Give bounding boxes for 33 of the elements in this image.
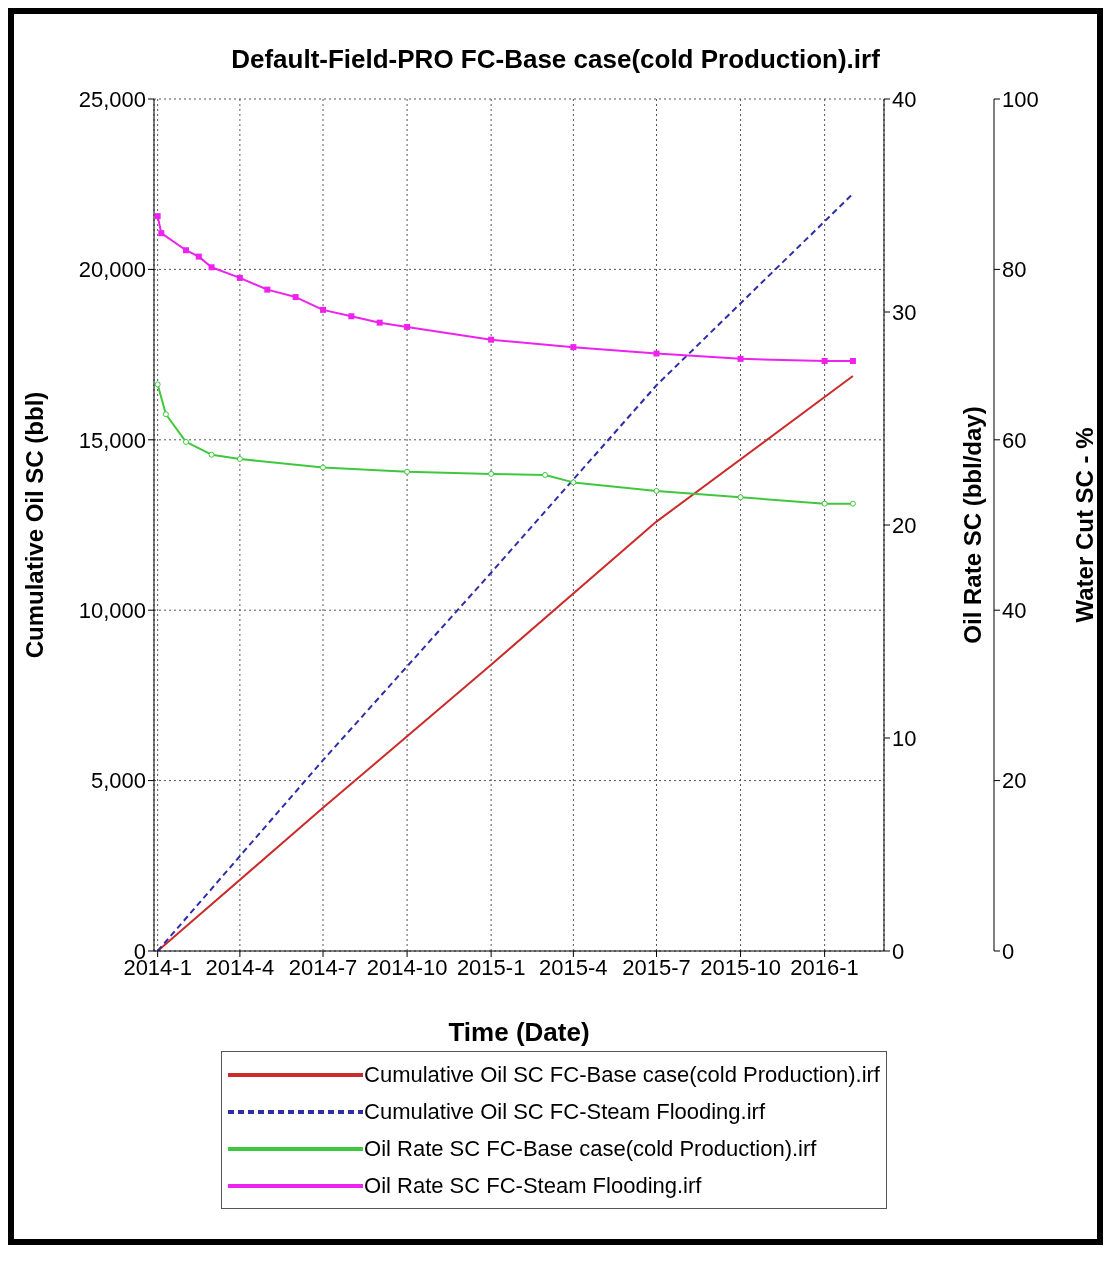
y3-tick-label: 0	[1002, 938, 1015, 964]
y-tick-label: 10,000	[78, 598, 146, 624]
legend-label: Oil Rate SC FC-Steam Flooding.irf	[364, 1172, 702, 1199]
y3-axis-title: Water Cut SC - %	[1070, 427, 1098, 623]
y2-tick-label: 40	[892, 86, 917, 112]
x-tick-label: 2014-7	[288, 954, 358, 980]
x-tick-label: 2014-10	[366, 954, 448, 980]
y-tick-label: 15,000	[78, 427, 146, 453]
y-axis-title: Cumulative Oil SC (bbl)	[20, 391, 48, 659]
legend-label: Cumulative Oil SC FC-Base case(cold Production).irf	[364, 1061, 880, 1088]
x-tick-label: 2015-7	[622, 954, 691, 980]
y2-axis-title: Oil Rate SC (bbl/day)	[958, 406, 986, 644]
legend-label: Oil Rate SC FC-Base case(cold Production).irf	[364, 1135, 817, 1162]
y3-tick-label: 80	[1002, 257, 1027, 283]
x-tick-label: 2015-10	[700, 954, 781, 980]
y2-tick-label: 10	[892, 725, 917, 751]
y-tick-label: 5,000	[90, 768, 146, 794]
y3-tick-label: 100	[1002, 86, 1039, 112]
y-tick-label: 20,000	[78, 257, 146, 283]
y2-tick-label: 30	[892, 299, 917, 325]
x-tick-label: 2015-4	[539, 954, 608, 980]
y-tick-label: 25,000	[78, 86, 146, 112]
y2-tick-label: 20	[892, 512, 917, 538]
x-axis-title: Time (Date)	[448, 1017, 590, 1047]
x-tick-label: 2014-4	[205, 954, 275, 980]
y2-tick-label: 0	[892, 938, 905, 964]
legend-label: Cumulative Oil SC FC-Steam Flooding.irf	[364, 1098, 766, 1125]
y3-tick-label: 60	[1002, 427, 1027, 453]
y3-tick-label: 20	[1002, 768, 1027, 794]
y3-tick-label: 40	[1002, 598, 1027, 624]
x-tick-label: 2016-1	[790, 954, 859, 980]
x-tick-label: 2015-1	[456, 954, 526, 980]
chart-title: Default-Field-PRO FC-Base case(cold Production).irf	[230, 44, 881, 75]
